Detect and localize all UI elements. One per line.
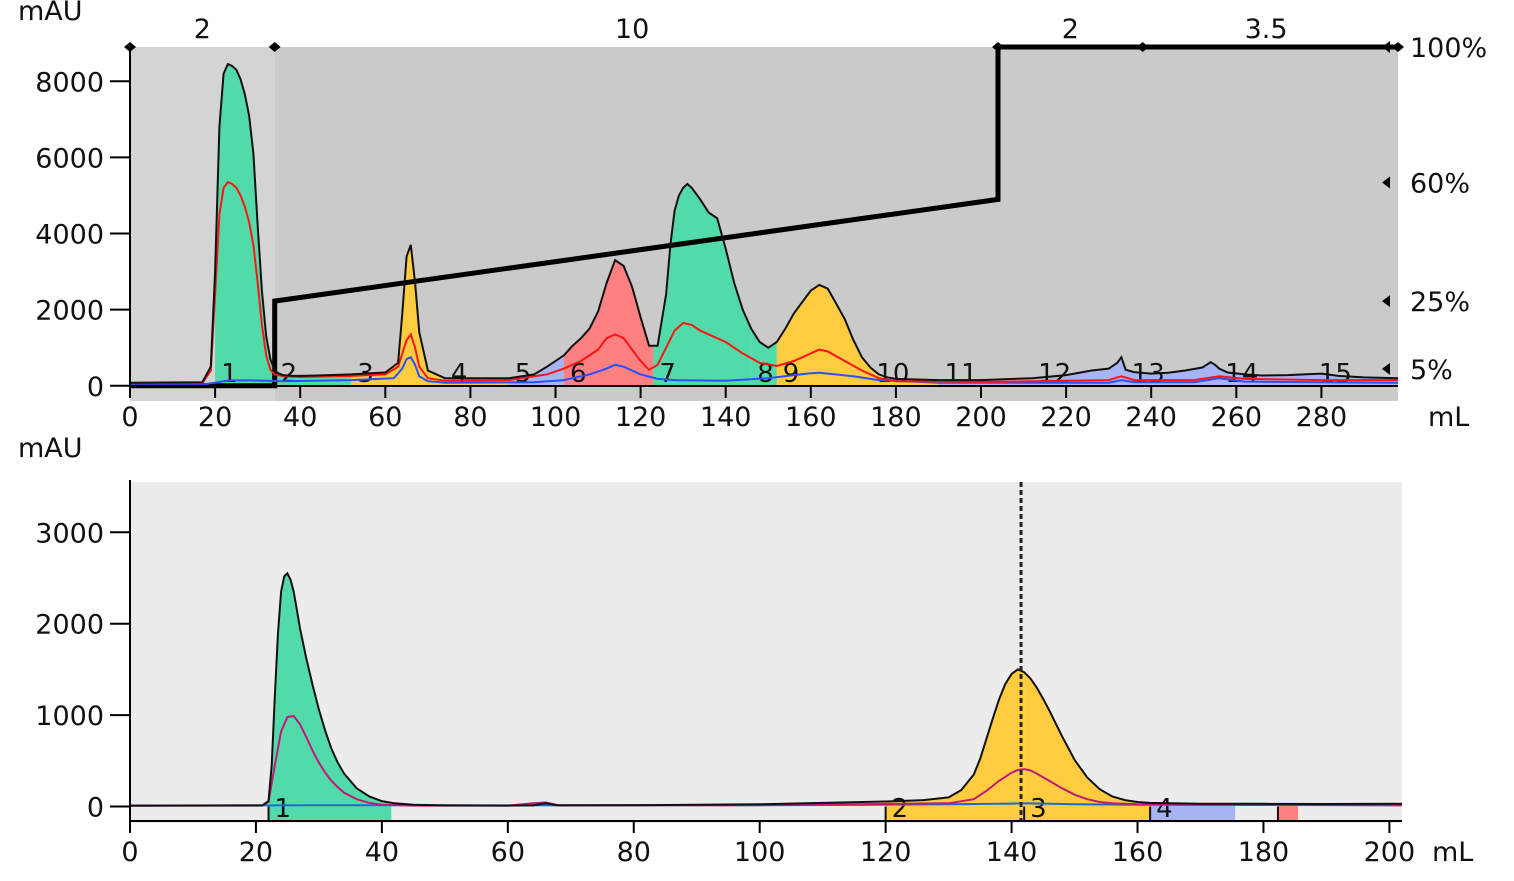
y-tick-label: 2000 (35, 610, 104, 641)
x-tick-label: 60 (368, 402, 402, 433)
segment-label: 2 (1062, 14, 1079, 45)
fraction-label: 6 (570, 359, 587, 389)
x-tick-label: 80 (453, 402, 487, 433)
percent-label: 5% (1410, 355, 1453, 386)
top-chromatogram: 1 2 3 4 5 6 7 8 9 10 11 12 13 14 152 10 2 3.5100%60%25%5%… (18, 0, 1487, 433)
x-tick-label: 80 (617, 837, 651, 868)
x-tick-label: 160 (1112, 837, 1164, 868)
fraction-bar (1278, 807, 1298, 821)
percent-label: 100% (1410, 33, 1487, 64)
x-tick-label: 240 (1125, 402, 1177, 433)
x-tick-label: 60 (491, 837, 525, 868)
x-tick-label: 200 (955, 402, 1007, 433)
fraction-label: 12 (1038, 359, 1071, 389)
fraction-label: 11 (944, 359, 977, 389)
fraction-label: 5 (515, 359, 532, 389)
x-tick-label: 180 (1238, 837, 1290, 868)
y-tick-label: 0 (87, 793, 104, 824)
y-tick-label: 2000 (35, 296, 104, 327)
x-tick-label: 40 (365, 837, 399, 868)
x-axis-label: mL (1432, 837, 1473, 868)
fraction-label: 2 (281, 359, 298, 389)
y-tick-label: 8000 (35, 67, 104, 98)
x-tick-label: 20 (239, 837, 273, 868)
fraction-label: 4 (451, 359, 468, 389)
x-tick-label: 260 (1211, 402, 1263, 433)
x-tick-label: 280 (1296, 402, 1348, 433)
segment-label: 10 (615, 14, 649, 45)
segment-label: 2 (194, 14, 211, 45)
percent-label: 60% (1410, 169, 1470, 200)
y-tick-label: 0 (87, 372, 104, 403)
x-tick-label: 120 (615, 402, 667, 433)
x-axis-label: mL (1428, 402, 1469, 433)
x-tick-label: 140 (700, 402, 752, 433)
percent-label: 25% (1410, 287, 1470, 318)
fraction-label: 7 (659, 359, 676, 389)
x-tick-label: 0 (121, 837, 138, 868)
y-tick-label: 3000 (35, 518, 104, 549)
x-tick-label: 200 (1364, 837, 1416, 868)
segment-label: 3.5 (1245, 14, 1288, 45)
y-axis-label: mAU (18, 433, 83, 464)
x-tick-label: 220 (1040, 402, 1092, 433)
y-axis-label: mAU (18, 0, 83, 27)
fraction-label: 1 (275, 794, 292, 824)
y-tick-label: 1000 (35, 701, 104, 732)
fraction-label: 4 (1156, 794, 1173, 824)
x-tick-label: 100 (734, 837, 786, 868)
y-tick-label: 4000 (35, 220, 104, 251)
x-tick-label: 180 (870, 402, 922, 433)
x-tick-label: 100 (530, 402, 582, 433)
x-tick-label: 20 (198, 402, 232, 433)
x-tick-label: 140 (986, 837, 1038, 868)
y-tick-label: 6000 (35, 143, 104, 174)
x-tick-label: 160 (785, 402, 837, 433)
x-tick-label: 120 (860, 837, 912, 868)
fraction-label: 3 (1030, 794, 1047, 824)
x-tick-label: 40 (283, 402, 317, 433)
x-tick-label: 0 (121, 402, 138, 433)
fraction-label: 2 (892, 794, 909, 824)
fraction-label: 10 (876, 359, 909, 389)
